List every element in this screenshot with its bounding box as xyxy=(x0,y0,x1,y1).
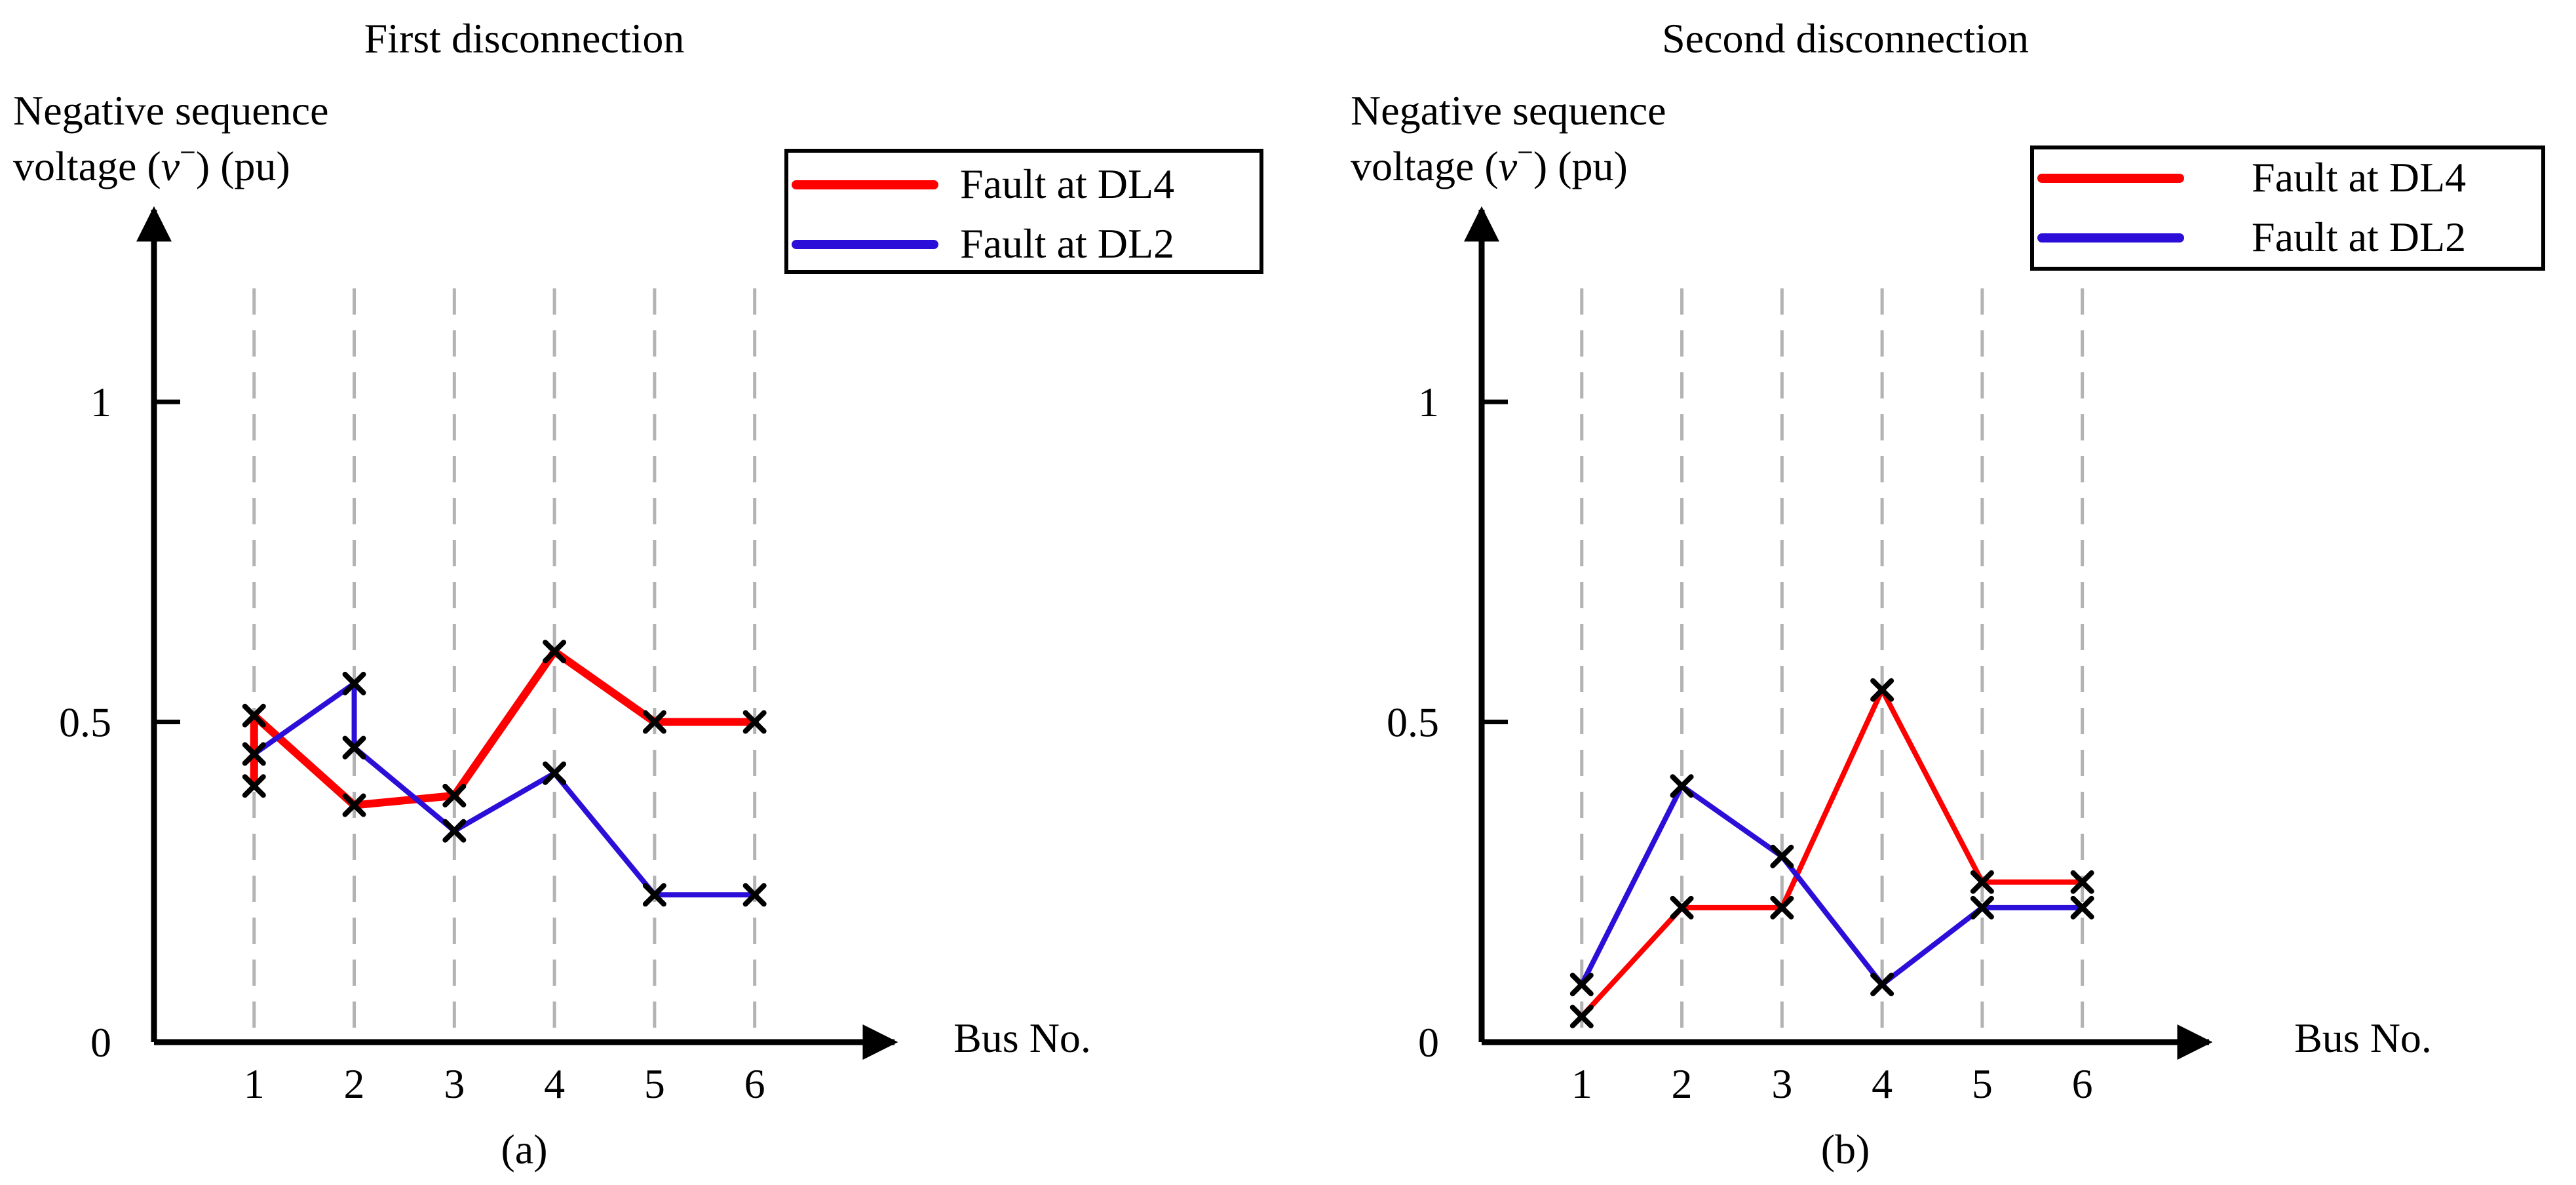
data-point-dl2-5 xyxy=(642,883,666,907)
x-tick-label-5: 5 xyxy=(644,1060,665,1107)
y-axis-label-symbol: v xyxy=(161,143,180,189)
y-axis-label-symbol: v xyxy=(1499,143,1518,189)
data-point-dl4-2 xyxy=(1770,895,1794,920)
x-tick-label-2: 2 xyxy=(344,1060,365,1107)
data-point-dl2-2 xyxy=(342,735,366,760)
data-point-dl4-0 xyxy=(242,774,266,798)
data-point-dl2-3 xyxy=(1870,973,1894,997)
x-axis-label: Bus No. xyxy=(2294,1015,2432,1061)
data-point-dl4-3 xyxy=(1870,678,1894,702)
chart-title: Second disconnection xyxy=(1662,15,2029,62)
chart-a-svg: First disconnection Negative sequence vo… xyxy=(13,15,1263,1173)
legend-box xyxy=(2030,146,2545,271)
y-axis-label-line2: voltage (v−) (pu) xyxy=(1351,136,1628,189)
series-lines xyxy=(1579,687,2085,1019)
data-point-dl4-4 xyxy=(543,640,567,664)
data-point-dl4-5 xyxy=(2070,870,2094,894)
data-point-dl2-4 xyxy=(1970,895,1994,920)
panel-caption: (a) xyxy=(501,1126,547,1173)
y-axis-label-superscript: − xyxy=(180,136,196,168)
y-tick-label-1: 1 xyxy=(1418,379,1439,425)
axes xyxy=(136,206,898,1060)
x-tick-label-3: 3 xyxy=(1771,1060,1792,1107)
ticks: 0 0.5 1 1 2 3 4 5 6 xyxy=(59,379,765,1107)
data-point-dl2-0 xyxy=(242,742,266,766)
y-axis-label-line1: Negative sequence xyxy=(1351,87,1666,134)
data-point-dl4-1 xyxy=(242,703,266,728)
x-tick-label-6: 6 xyxy=(744,1060,765,1107)
data-point-dl2-2 xyxy=(1770,844,1794,868)
y-tick-label-1: 1 xyxy=(90,379,111,425)
data-point-dl4-3 xyxy=(442,783,467,807)
data-point-dl4-0 xyxy=(1569,1004,1594,1028)
x-tick-label-4: 4 xyxy=(1872,1060,1893,1107)
series-line-dl4 xyxy=(250,648,759,809)
y-axis-label-prefix: voltage ( xyxy=(13,143,161,189)
y-axis-label-unit: ) (pu) xyxy=(1533,143,1628,189)
data-point-dl2-5 xyxy=(2070,895,2094,920)
data-point-dl2-1 xyxy=(342,671,366,695)
x-tick-label-1: 1 xyxy=(1571,1060,1592,1107)
data-point-dl2-3 xyxy=(442,819,467,843)
legend-label-dl2: Fault at DL2 xyxy=(960,220,1174,267)
data-markers xyxy=(242,640,767,907)
x-tick-label-1: 1 xyxy=(244,1060,265,1107)
data-markers xyxy=(1569,678,2094,1028)
panel-b: Second disconnection Negative sequence v… xyxy=(1288,0,2576,1185)
x-axis-label: Bus No. xyxy=(953,1015,1091,1061)
y-axis-label-line2: voltage (v−) (pu) xyxy=(13,136,290,189)
data-point-dl4-5 xyxy=(642,710,666,734)
data-point-dl2-1 xyxy=(1670,774,1694,798)
data-point-dl4-6 xyxy=(742,710,767,734)
grid-lines xyxy=(252,288,757,1039)
panel-a: First disconnection Negative sequence vo… xyxy=(13,15,1263,1173)
series-line-dl2 xyxy=(1579,783,2085,988)
data-point-dl4-2 xyxy=(342,793,366,817)
legend: Fault at DL4 Fault at DL2 xyxy=(784,149,1263,274)
legend-label-dl4: Fault at DL4 xyxy=(960,161,1174,207)
axes xyxy=(1464,206,2213,1060)
y-axis-label-superscript: − xyxy=(1517,136,1533,168)
data-point-dl4-1 xyxy=(1670,895,1694,920)
y-axis-label-unit: ) (pu) xyxy=(196,143,290,189)
legend: Fault at DL4 Fault at DL2 xyxy=(2030,146,2545,271)
series-line-dl4 xyxy=(1579,687,2085,1019)
y-tick-label-0: 0 xyxy=(90,1019,111,1066)
chart-b-svg: Second disconnection Negative sequence v… xyxy=(1351,15,2545,1173)
data-point-dl2-0 xyxy=(1569,973,1594,997)
y-axis-label-prefix: voltage ( xyxy=(1351,143,1499,189)
series-lines xyxy=(250,648,759,898)
data-point-dl4-4 xyxy=(1970,870,1994,894)
data-point-dl2-4 xyxy=(543,761,567,785)
y-axis-label-line1: Negative sequence xyxy=(13,87,329,134)
y-tick-label-0.5: 0.5 xyxy=(1387,699,1439,746)
x-tick-label-5: 5 xyxy=(1972,1060,1993,1107)
panel-caption: (b) xyxy=(1821,1126,1870,1173)
x-tick-label-6: 6 xyxy=(2072,1060,2093,1107)
legend-box xyxy=(784,149,1263,274)
legend-label-dl4: Fault at DL4 xyxy=(2252,154,2466,201)
legend-label-dl2: Fault at DL2 xyxy=(2252,214,2466,260)
y-tick-label-0.5: 0.5 xyxy=(59,699,111,746)
x-tick-label-2: 2 xyxy=(1672,1060,1693,1107)
x-tick-label-4: 4 xyxy=(544,1060,565,1107)
chart-title: First disconnection xyxy=(364,15,685,62)
ticks: 0 0.5 1 1 2 3 4 5 6 xyxy=(1387,379,2093,1107)
series-line-dl2 xyxy=(251,680,758,898)
y-tick-label-0: 0 xyxy=(1418,1019,1439,1066)
x-tick-label-3: 3 xyxy=(444,1060,465,1107)
grid-lines xyxy=(1580,288,2085,1039)
data-point-dl2-6 xyxy=(742,883,767,907)
